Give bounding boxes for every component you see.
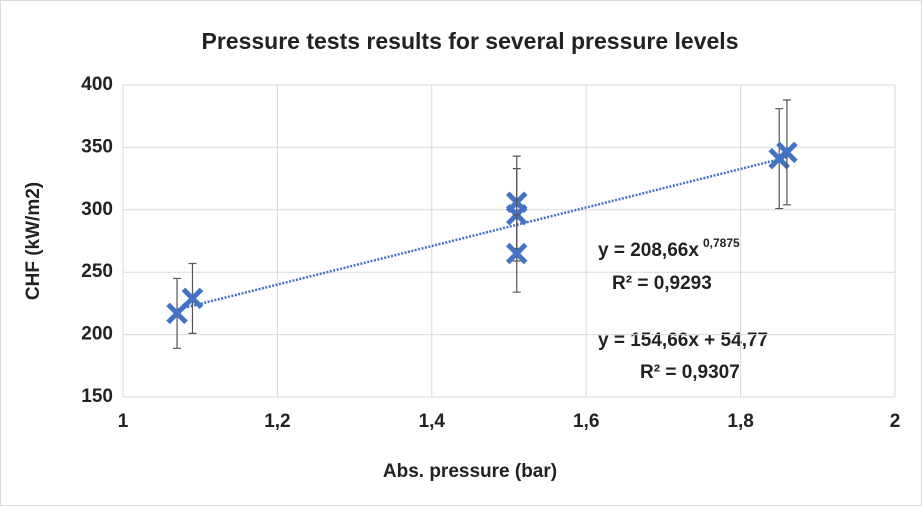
x-axis-label: Abs. pressure (bar) xyxy=(383,461,557,482)
x-tick-label: 1,6 xyxy=(573,411,599,432)
chart-title: Pressure tests results for several press… xyxy=(202,28,739,54)
x-tick-label: 1,8 xyxy=(727,411,753,432)
annotation: y = 208,66x xyxy=(598,240,699,261)
annotation-superscript: 0,7875 xyxy=(703,236,740,250)
y-axis-label: CHF (kW/m2) xyxy=(23,182,44,300)
marker xyxy=(181,287,204,310)
y-tick-label: 400 xyxy=(81,74,113,95)
marker xyxy=(505,242,528,265)
annotation: R² = 0,9293 xyxy=(612,273,712,294)
marker xyxy=(166,302,188,325)
y-tick-label: 150 xyxy=(81,386,113,407)
marker xyxy=(776,141,798,164)
x-tick-label: 1,4 xyxy=(419,411,446,432)
x-tick-label: 2 xyxy=(890,411,901,432)
y-tick-label: 250 xyxy=(81,261,113,282)
x-tick-label: 1,2 xyxy=(264,411,290,432)
y-tick-label: 200 xyxy=(81,324,113,345)
y-tick-label: 300 xyxy=(81,199,113,220)
x-tick-label: 1 xyxy=(118,411,129,432)
annotation: R² = 0,9307 xyxy=(640,362,740,383)
annotation: y = 154,66x + 54,77 xyxy=(598,330,768,351)
y-tick-label: 350 xyxy=(81,136,113,157)
